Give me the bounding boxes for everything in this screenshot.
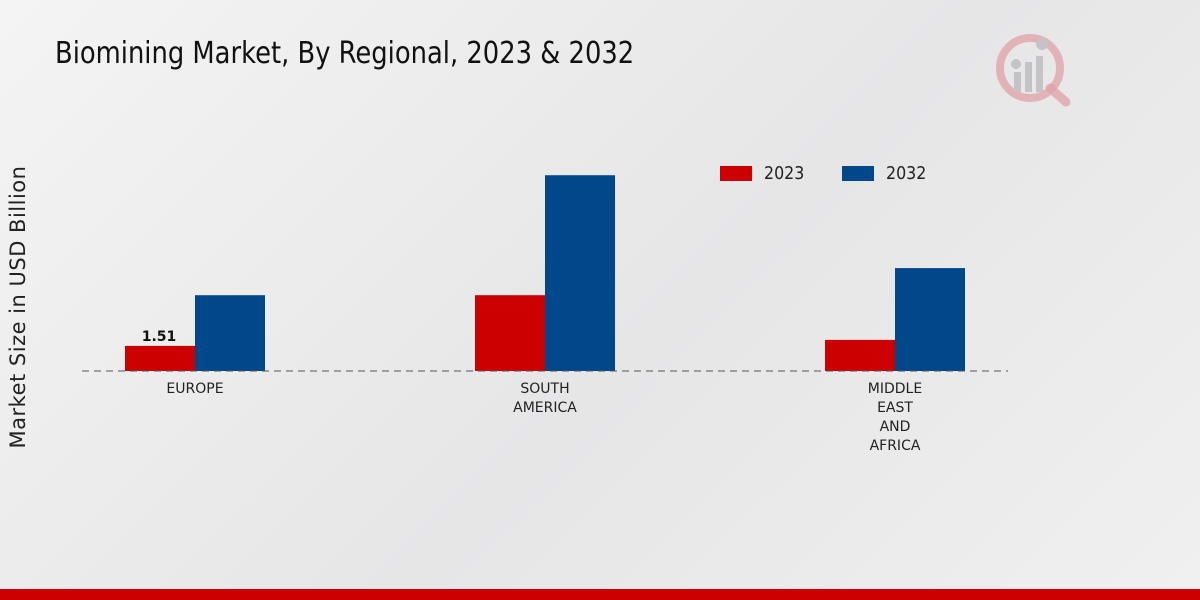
x-tick-label-0: EUROPE: [166, 381, 223, 397]
brand-logo-icon: [996, 34, 1071, 107]
footer-accent-bar: [0, 589, 1200, 600]
x-tick-label-1: SOUTH AMERICA: [513, 381, 577, 416]
legend-swatch-2023: [720, 166, 752, 181]
bar-2032-2: [895, 268, 965, 371]
legend-label-2023: 2023: [764, 163, 805, 184]
legend-item-2023: 2023: [720, 163, 810, 184]
bar-2023-1: [475, 295, 545, 371]
bar-2032-0: [195, 295, 265, 371]
bar-2023-2: [825, 339, 895, 371]
legend-label-2032: 2032: [885, 163, 927, 184]
legend-swatch-2032: [841, 166, 874, 181]
chart-title: Biomining Market, By Regional, 2023 & 20…: [55, 36, 635, 71]
data-label-2023-0: 1.51: [142, 329, 177, 345]
legend-item-2032: 2032: [841, 163, 932, 184]
chart-legend: 2023 2032: [720, 163, 964, 184]
bar-2032-1: [545, 175, 615, 371]
x-tick-label-2: MIDDLE EAST AND AFRICA: [868, 381, 922, 454]
bar-2023-0: [125, 345, 195, 371]
